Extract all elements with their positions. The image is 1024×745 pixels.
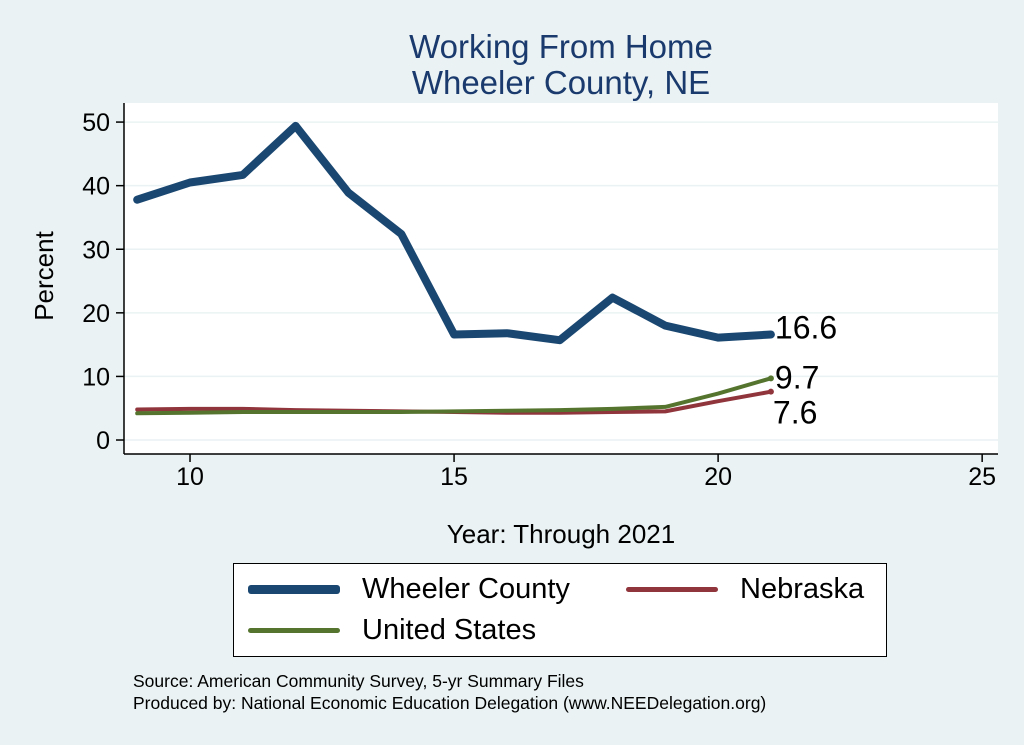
chart-title-line-1: Working From Home	[409, 28, 713, 65]
x-tick-label-10: 10	[176, 463, 204, 491]
plot-area	[124, 103, 998, 454]
series-line-wheeler-county	[133, 121, 775, 345]
legend-label-nebraska: Nebraska	[740, 573, 865, 605]
legend-label-united-states: United States	[362, 614, 537, 646]
legend-swatch-united-states	[248, 628, 340, 633]
end-marker-wheeler-county	[767, 331, 774, 338]
source-line: Source: American Community Survey, 5-yr …	[133, 671, 584, 691]
y-tick-label-30: 30	[82, 236, 110, 264]
y-tick-label-40: 40	[82, 173, 110, 201]
y-tick-label-0: 0	[96, 427, 110, 455]
legend-item-united-states: United States	[248, 614, 536, 647]
series-line-united-states	[135, 376, 773, 416]
end-marker-united-states	[767, 375, 774, 382]
produced-by-line: Produced by: National Economic Education…	[133, 693, 767, 713]
y-tick-label-10: 10	[82, 363, 110, 391]
legend-item-nebraska: Nebraska	[626, 573, 864, 606]
legend-label-wheeler-county: Wheeler County	[362, 573, 570, 605]
y-axis-label: Percent	[29, 230, 59, 320]
x-tick-label-20: 20	[704, 463, 732, 491]
end-marker-nebraska	[767, 388, 774, 395]
y-tick-label-50: 50	[82, 109, 110, 137]
x-tick-label-25: 25	[968, 463, 996, 491]
end-label-united-states: 9.7	[775, 359, 819, 395]
y-tick-label-20: 20	[82, 300, 110, 328]
legend: Wheeler County Nebraska United States	[233, 563, 887, 657]
gridlines	[124, 121, 998, 441]
x-axis-label: Year: Through 2021	[447, 519, 675, 549]
legend-item-wheeler-county: Wheeler County	[248, 573, 570, 606]
source-notes: Source: American Community Survey, 5-yr …	[133, 670, 766, 714]
end-label-wheeler-county: 16.6	[775, 309, 837, 345]
y-axis-ticks: 0 10 20 30 40 50	[82, 109, 124, 455]
x-tick-label-15: 15	[440, 463, 468, 491]
x-axis-ticks: 10 15 20 25	[176, 454, 996, 491]
legend-swatch-wheeler-county	[248, 585, 340, 594]
legend-swatch-nebraska	[626, 587, 718, 592]
series-lines	[133, 121, 775, 416]
end-labels: 16.6 7.69.7	[767, 309, 837, 431]
end-label-nebraska: 7.6	[773, 395, 817, 431]
line-chart: 0 10 20 30 40 50 10 15 20 25 16.6 7.69.7 Working …	[29, 28, 998, 549]
chart-title-line-2: Wheeler County, NE	[412, 64, 710, 101]
